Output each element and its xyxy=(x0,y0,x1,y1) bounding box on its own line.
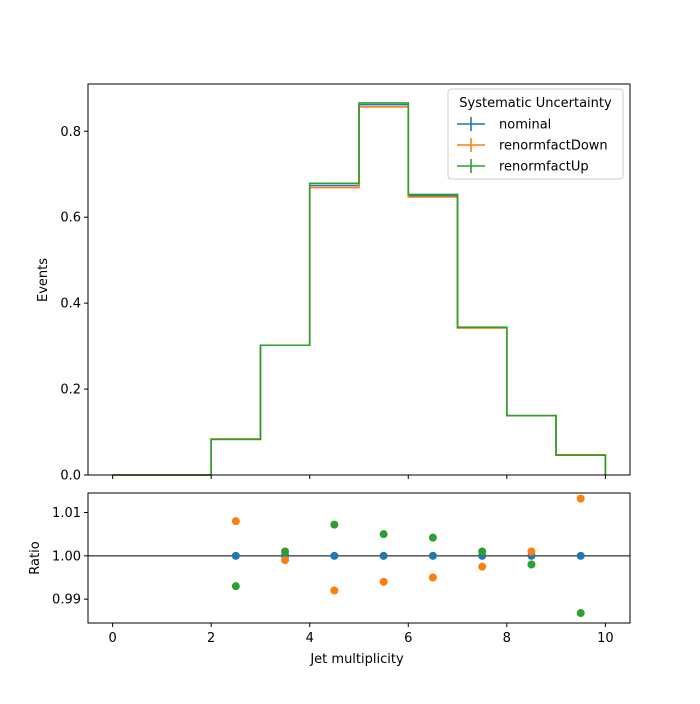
ratio-point-nominal xyxy=(576,551,585,560)
main-axes-group: 0.0 0.2 0.4 0.6 0.8 xyxy=(60,125,606,484)
ratio-ylabel: Ratio xyxy=(28,541,43,574)
ratio-xtick-label: 4 xyxy=(306,631,314,646)
ratio-xtick-label: 10 xyxy=(597,631,614,646)
ratio-point-renormfactUp xyxy=(330,520,339,529)
main-ytick-label: 0.6 xyxy=(60,211,81,226)
ratio-point-renormfactUp xyxy=(428,533,437,542)
legend-label-nominal: nominal xyxy=(499,118,551,133)
legend-box xyxy=(447,88,624,180)
ratio-ytick-label: 1.00 xyxy=(52,549,81,564)
ratio-xlabel: Jet multiplicity xyxy=(309,652,404,667)
ratio-point-renormfactDown xyxy=(576,494,585,503)
ratio-axes-group: 0 2 4 6 8 10 0.99 1.00 1.01 xyxy=(52,506,614,646)
ratio-point-renormfactUp xyxy=(478,547,487,556)
ratio-point-nominal xyxy=(379,551,388,560)
ratio-point-renormfactUp xyxy=(379,530,388,539)
ratio-point-renormfactUp xyxy=(281,547,290,556)
ratio-point-renormfactDown xyxy=(231,517,240,526)
ratio-point-renormfactDown xyxy=(330,586,339,595)
ratio-point-renormfactUp xyxy=(576,609,585,618)
ratio-point-renormfactUp xyxy=(527,560,536,569)
main-ylabel: Events xyxy=(36,258,51,302)
ratio-point-nominal xyxy=(330,551,339,560)
legend-title: Systematic Uncertainty xyxy=(459,96,612,111)
ratio-xtick-label: 2 xyxy=(207,631,215,646)
main-frame xyxy=(87,83,631,476)
ratio-point-renormfactDown xyxy=(379,577,388,586)
ratio-xtick-label: 6 xyxy=(404,631,412,646)
legend-entries: nominal renormfactDown renormfactUp xyxy=(457,117,608,175)
ratio-point-renormfactDown xyxy=(527,547,536,556)
ratio-frame xyxy=(87,492,631,624)
ratio-point-nominal xyxy=(428,551,437,560)
ratio-point-nominal xyxy=(231,551,240,560)
ratio-plot-panel: 0 2 4 6 8 10 0.99 1.00 1.01 Ratio Jet multiplici… xyxy=(28,492,631,667)
main-ytick-label: 0.8 xyxy=(60,125,81,140)
ratio-xtick-label: 0 xyxy=(108,631,116,646)
main-series-group xyxy=(112,102,607,476)
legend: Systematic Uncertainty nominal renormfact… xyxy=(447,88,624,180)
ratio-point-renormfactDown xyxy=(428,573,437,582)
main-ytick-label: 0.2 xyxy=(60,383,81,398)
ratio-points-group xyxy=(231,494,585,618)
ratio-point-renormfactUp xyxy=(231,582,240,591)
series-line-renormfactUp xyxy=(112,102,607,476)
ratio-point-renormfactDown xyxy=(281,556,290,565)
ratio-ytick-label: 0.99 xyxy=(52,593,81,608)
legend-label-renormfactDown: renormfactDown xyxy=(499,139,608,154)
main-ytick-label: 0.4 xyxy=(60,297,81,312)
ratio-point-renormfactDown xyxy=(478,562,487,571)
ratio-ytick-label: 1.01 xyxy=(52,506,81,521)
legend-label-renormfactUp: renormfactUp xyxy=(499,160,589,175)
ratio-xtick-label: 8 xyxy=(503,631,511,646)
main-plot-panel: 0.0 0.2 0.4 0.6 0.8 Events Systematic Uncert… xyxy=(36,83,631,484)
main-ytick-label: 0.0 xyxy=(60,469,81,484)
